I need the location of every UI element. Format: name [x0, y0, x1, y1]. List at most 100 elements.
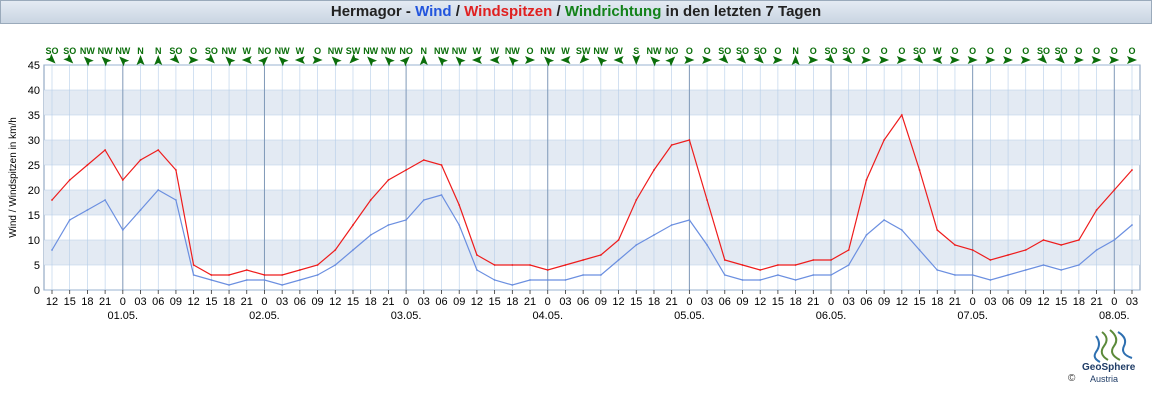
geosphere-logo-icon [1093, 329, 1133, 363]
y-tick-label: 45 [28, 60, 40, 72]
wind-direction-label: NO [399, 46, 413, 56]
gusts-point [847, 249, 850, 251]
gusts-point [493, 264, 496, 266]
wind-direction-label: N [137, 46, 144, 56]
wind-point [493, 279, 496, 281]
wind-direction-label: SO [842, 46, 855, 56]
day-label: 08.05. [1099, 310, 1130, 322]
day-label: 04.05. [532, 310, 563, 322]
y-tick-label: 40 [28, 85, 40, 97]
wind-direction-label: NW [222, 46, 237, 56]
gusts-point [777, 264, 779, 266]
gusts-point [830, 259, 832, 261]
wind-direction-label: SO [718, 46, 731, 56]
wind-point [759, 279, 762, 281]
x-tick-label: 0 [261, 296, 267, 308]
x-tick-label: 15 [64, 296, 76, 308]
wind-direction-arrow [489, 56, 500, 64]
gusts-point [86, 164, 89, 166]
x-tick-label: 21 [949, 296, 961, 308]
gusts-point [688, 139, 691, 141]
gusts-point [706, 199, 708, 201]
x-tick-label: 0 [686, 296, 692, 308]
wind-direction-arrow [985, 56, 996, 64]
wind-point [865, 234, 868, 236]
wind-point [599, 274, 602, 276]
wind-direction-arrow [63, 53, 74, 64]
gusts-point [1113, 189, 1116, 191]
wind-point [334, 264, 337, 266]
x-tick-label: 12 [329, 296, 341, 308]
gusts-point [139, 159, 142, 161]
wind-point [936, 269, 939, 271]
wind-point [245, 279, 248, 281]
wind-direction-label: NO [665, 46, 679, 56]
wind-direction-arrow [101, 56, 112, 67]
wind-direction-label: W [614, 46, 623, 56]
gusts-point [954, 244, 956, 246]
gusts-point [192, 264, 195, 266]
wind-point [511, 284, 514, 286]
wind-direction-arrow [913, 53, 924, 64]
wind-direction-label: O [527, 46, 534, 56]
day-label: 06.05. [816, 310, 847, 322]
wind-direction-arrow [154, 55, 163, 65]
wind-point [1131, 224, 1133, 226]
gusts-point [316, 264, 319, 266]
x-tick-label: 03 [701, 296, 713, 308]
wind-direction-arrow [632, 55, 641, 65]
wind-direction-label: NO [258, 46, 272, 56]
y-tick-label: 20 [28, 185, 40, 197]
wind-direction-arrow [384, 56, 395, 67]
wind-direction-label: O [881, 46, 888, 56]
x-tick-label: 15 [205, 296, 217, 308]
gusts-point [1095, 209, 1098, 211]
wind-direction-label: N [421, 46, 428, 56]
x-tick-label: 18 [365, 296, 377, 308]
wind-direction-label: W [561, 46, 570, 56]
wind-point [529, 279, 531, 281]
wind-point [263, 279, 266, 281]
x-tick-label: 15 [630, 296, 642, 308]
x-tick-label: 06 [860, 296, 872, 308]
wind-direction-arrow [508, 56, 519, 67]
x-tick-label: 09 [1020, 296, 1032, 308]
y-tick-label: 0 [34, 285, 40, 297]
wind-direction-label: O [1005, 46, 1012, 56]
x-tick-label: 12 [896, 296, 908, 308]
wind-direction-arrow [1091, 56, 1102, 64]
gusts-point [812, 259, 815, 261]
x-tick-label: 15 [772, 296, 784, 308]
gusts-point [175, 169, 177, 171]
wind-direction-arrow [225, 56, 236, 67]
wind-direction-arrow [399, 56, 410, 67]
x-tick-label: 06 [152, 296, 164, 308]
x-tick-label: 18 [506, 296, 518, 308]
gusts-point [865, 179, 868, 181]
wind-direction-arrow [718, 53, 729, 64]
wind-direction-label: SO [63, 46, 76, 56]
wind-direction-arrow [1037, 53, 1048, 64]
wind-point [1042, 264, 1045, 266]
logo-name: GeoSphere [1082, 362, 1136, 373]
wind-direction-arrow [331, 56, 342, 67]
gusts-point [900, 114, 903, 116]
x-tick-label: 21 [1090, 296, 1102, 308]
wind-direction-arrow [312, 56, 323, 64]
x-tick-label: 15 [1055, 296, 1067, 308]
x-tick-label: 03 [1126, 296, 1138, 308]
gusts-point [369, 199, 372, 201]
x-tick-label: 18 [81, 296, 93, 308]
wind-direction-arrow [1003, 56, 1014, 64]
y-tick-label: 25 [28, 160, 40, 172]
wind-point [104, 199, 107, 201]
gusts-point [104, 149, 107, 151]
wind-direction-label: O [863, 46, 870, 56]
wind-point [228, 284, 230, 286]
wind-direction-label: N [792, 46, 799, 56]
x-tick-label: 18 [1073, 296, 1085, 308]
grid-band [44, 190, 1140, 215]
wind-point [387, 224, 390, 226]
wind-direction-label: O [969, 46, 976, 56]
wind-direction-arrow [736, 53, 747, 64]
